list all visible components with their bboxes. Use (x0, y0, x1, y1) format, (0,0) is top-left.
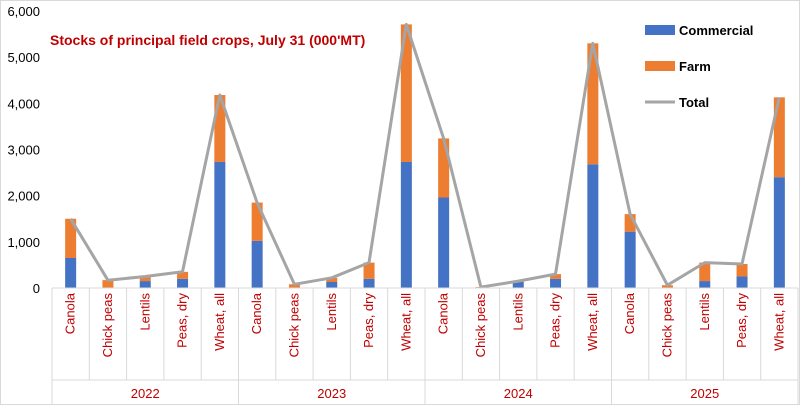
legend: Commercial Farm Total (645, 23, 753, 110)
category-label: Wheat, all (398, 293, 413, 351)
category-label: Peas, dry (361, 293, 376, 348)
y-tick-label: 4,000 (7, 96, 40, 111)
bar-commercial (65, 257, 77, 288)
bar-farm (773, 97, 785, 178)
bar-farm (177, 271, 189, 279)
bar-farm (736, 263, 748, 277)
bar-commercial (251, 240, 263, 288)
bar-farm (139, 276, 151, 282)
bar-commercial (624, 231, 636, 288)
category-label: Lentils (137, 293, 152, 331)
category-label: Canola (436, 292, 451, 334)
group-label: 2023 (317, 386, 346, 401)
total-line (69, 22, 781, 289)
category-label: Peas, dry (175, 293, 190, 348)
bar-farm (438, 138, 450, 198)
bar-commercial (177, 278, 189, 288)
legend-label: Farm (679, 59, 711, 74)
category-label: Canola (249, 292, 264, 334)
chart-title: Stocks of principal field crops, July 31… (50, 32, 365, 48)
category-label: Wheat, all (585, 293, 600, 351)
y-tick-label: 2,000 (7, 189, 40, 204)
group-label: 2022 (131, 386, 160, 401)
bar-commercial (139, 281, 151, 288)
legend-swatch-commercial (645, 25, 675, 35)
bar-farm (65, 218, 77, 258)
bar-commercial (326, 281, 338, 288)
bar-commercial (773, 177, 785, 288)
bar-commercial (438, 197, 450, 288)
category-label: Wheat, all (212, 293, 227, 351)
y-tick-label: 5,000 (7, 50, 40, 65)
bars (65, 24, 785, 288)
bar-commercial (363, 278, 375, 288)
y-tick-label: 1,000 (7, 235, 40, 250)
bar-farm (326, 277, 338, 282)
category-label: Lentils (324, 293, 339, 331)
category-label: Lentils (510, 293, 525, 331)
bar-commercial (736, 276, 748, 288)
y-tick-label: 6,000 (7, 4, 40, 19)
bar-commercial (587, 164, 599, 288)
x-axis: Canola Chick peas Lentils Peas, dry Wheat, a… (51, 287, 799, 404)
bar-farm (288, 284, 300, 288)
category-label: Canola (622, 292, 637, 334)
category-label: Chick peas (473, 293, 488, 358)
bar-farm (363, 262, 375, 279)
bar-farm (550, 274, 562, 279)
bar-farm (587, 43, 599, 165)
category-label: Peas, dry (548, 293, 563, 348)
bar-farm (699, 262, 711, 282)
category-label: Chick peas (659, 293, 674, 358)
category-label: Chick peas (286, 293, 301, 358)
legend-label: Commercial (679, 23, 753, 38)
y-tick-label: 0 (33, 281, 40, 296)
bar-farm (624, 214, 636, 232)
legend-label: Total (679, 95, 709, 110)
y-tick-label: 3,000 (7, 143, 40, 158)
category-label: Peas, dry (734, 293, 749, 348)
bar-farm (400, 24, 412, 162)
bar-commercial (214, 161, 226, 288)
bar-commercial (699, 281, 711, 288)
group-label: 2024 (504, 386, 533, 401)
bar-commercial (512, 281, 524, 288)
bar-farm (214, 95, 226, 162)
category-label: Canola (63, 292, 78, 334)
category-label: Chick peas (100, 293, 115, 358)
y-axis: 0 1,000 2,000 3,000 4,000 5,000 6,000 (7, 4, 40, 296)
bar-farm (102, 280, 114, 288)
bar-farm (251, 202, 263, 241)
total-line-layer (69, 22, 781, 289)
legend-swatch-farm (645, 61, 675, 71)
bar-commercial (550, 278, 562, 288)
category-label: Wheat, all (771, 293, 786, 351)
category-label: Lentils (697, 293, 712, 331)
group-label: 2025 (690, 386, 719, 401)
bar-commercial (400, 161, 412, 288)
